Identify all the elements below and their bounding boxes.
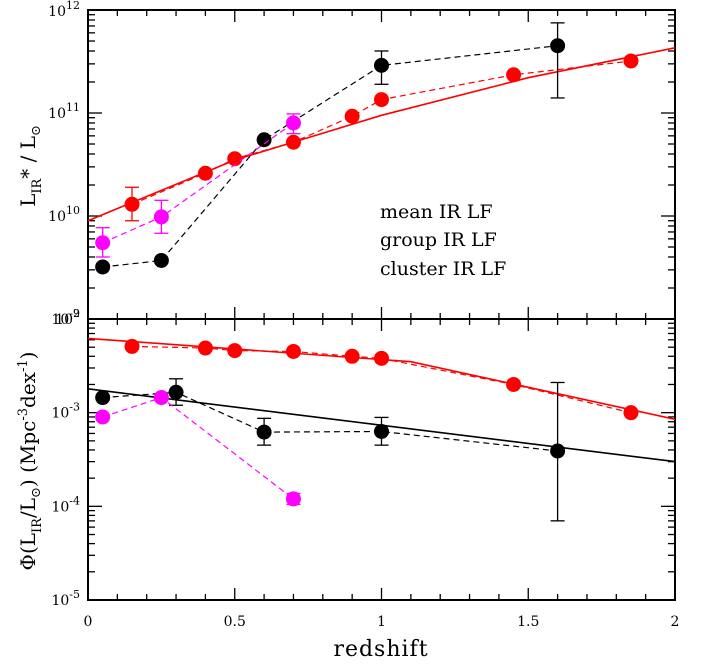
data-point bbox=[550, 38, 566, 54]
data-point bbox=[95, 235, 111, 251]
x-tick-label: 1.5 bbox=[517, 614, 539, 630]
data-point bbox=[197, 340, 213, 356]
legend-mean-ir-lf: mean IR LF bbox=[380, 201, 493, 223]
series-cluster-ir-lf bbox=[95, 390, 301, 507]
bottom-panel-axis-ticks bbox=[87, 318, 676, 601]
data-point bbox=[344, 348, 360, 364]
data-point bbox=[227, 151, 243, 167]
data-point bbox=[285, 343, 301, 359]
top-panel-series bbox=[87, 22, 676, 275]
series-group-ir-lf bbox=[87, 378, 676, 522]
data-point bbox=[506, 67, 522, 83]
x-tick-labels: 0 0.5 1 1.5 2 bbox=[84, 614, 680, 630]
data-point bbox=[285, 491, 301, 507]
data-point bbox=[256, 424, 272, 440]
connecting-line bbox=[102, 391, 558, 452]
y-tick-label: 10-5 bbox=[51, 588, 80, 609]
legend-group-ir-lf: group IR LF bbox=[380, 229, 497, 251]
data-point bbox=[124, 338, 140, 354]
bottom-y-axis-label: Φ(LIR/L⊙) (Mpc-3dex-1) bbox=[16, 352, 45, 571]
x-tick-label: 0 bbox=[84, 614, 93, 630]
fit-line bbox=[87, 47, 676, 222]
x-tick-label: 0.5 bbox=[224, 614, 246, 630]
y-tick-label: 10-2 bbox=[51, 307, 80, 328]
y-tick-label: 1012 bbox=[48, 0, 80, 20]
data-point bbox=[374, 423, 389, 439]
series-mean-ir-lf bbox=[87, 47, 676, 222]
data-point bbox=[623, 53, 639, 69]
data-point bbox=[153, 209, 169, 225]
series-group-ir-lf bbox=[95, 22, 566, 275]
top-panel-axis-ticks bbox=[87, 9, 676, 320]
data-point bbox=[374, 350, 389, 366]
data-point bbox=[95, 390, 111, 406]
x-tick-label: 1 bbox=[377, 614, 386, 630]
data-point bbox=[168, 384, 184, 400]
connecting-line bbox=[102, 396, 294, 500]
bottom-panel-series bbox=[87, 337, 676, 522]
data-point bbox=[256, 132, 272, 148]
data-point bbox=[153, 390, 169, 406]
top-panel-y-tick-labels: 109 1010 1011 1012 bbox=[48, 0, 80, 328]
data-point bbox=[95, 259, 111, 275]
data-point bbox=[95, 409, 111, 425]
y-tick-label: 109 bbox=[55, 307, 80, 328]
connecting-line bbox=[102, 45, 558, 268]
data-point bbox=[506, 376, 522, 392]
data-point bbox=[153, 252, 169, 268]
series-cluster-ir-lf bbox=[95, 113, 301, 258]
y-tick-label: 1011 bbox=[48, 101, 80, 122]
data-point bbox=[197, 165, 213, 181]
data-point bbox=[623, 405, 639, 421]
bottom-panel-y-tick-labels: 10-5 10-4 10-3 10-2 bbox=[51, 307, 80, 609]
y-tick-label: 10-4 bbox=[51, 494, 80, 515]
connecting-line bbox=[131, 345, 632, 414]
series-mean-ir-lf bbox=[87, 337, 676, 421]
data-point bbox=[285, 115, 301, 131]
data-point bbox=[374, 57, 389, 73]
x-axis-label: redshift bbox=[333, 637, 428, 662]
data-point bbox=[124, 196, 140, 212]
data-point bbox=[344, 108, 360, 124]
data-point bbox=[285, 134, 301, 150]
fit-line bbox=[87, 337, 676, 421]
data-point bbox=[227, 343, 243, 359]
legend-cluster-ir-lf: cluster IR LF bbox=[380, 258, 506, 280]
data-point bbox=[374, 92, 389, 108]
data-point bbox=[550, 443, 566, 459]
y-tick-label: 10-3 bbox=[51, 401, 80, 422]
top-y-axis-label: LIR* / L⊙ bbox=[16, 125, 45, 207]
y-tick-label: 1010 bbox=[48, 204, 80, 225]
x-tick-label: 2 bbox=[671, 614, 680, 630]
